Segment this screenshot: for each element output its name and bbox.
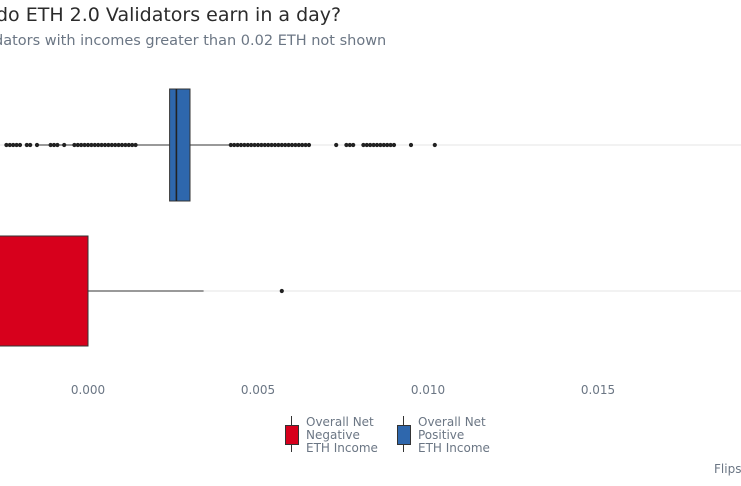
outlier-positive-20 [99, 142, 104, 148]
outlier-positive-22 [106, 142, 111, 148]
outlier-positive-2 [11, 142, 16, 148]
outlier-positive-49 [289, 142, 295, 148]
outlier-positive-21 [102, 142, 108, 148]
outlier-positive-27 [123, 142, 128, 148]
outlier-positive-25 [116, 142, 121, 148]
outlier-positive-4 [17, 142, 23, 148]
outlier-positive-68 [391, 142, 397, 148]
legend-label-negative: Overall Net Negative ETH Income [306, 415, 378, 455]
legend: Overall Net Negative ETH Income Overall … [284, 416, 498, 455]
outlier-positive-57 [347, 142, 352, 148]
outlier-positive-31 [228, 142, 233, 148]
outlier-positive-60 [364, 142, 369, 148]
outlier-positive-23 [109, 142, 114, 148]
outlier-positive-48 [286, 142, 291, 148]
outlier-positive-55 [334, 142, 339, 148]
outlier-positive-38 [252, 142, 257, 148]
outlier-positive-43 [269, 142, 274, 148]
chart-caption: Flips [714, 462, 741, 476]
outlier-positive-51 [296, 142, 301, 148]
outlier-positive-11 [62, 142, 67, 148]
x-tick-label-1: 0.005 [241, 383, 275, 397]
outlier-positive-42 [266, 142, 271, 148]
outlier-positive-44 [272, 142, 278, 148]
legend-key-negative [284, 416, 300, 452]
outlier-positive-7 [34, 142, 40, 148]
outlier-positive-66 [385, 142, 390, 148]
outlier-positive-18 [92, 142, 97, 148]
outlier-positive-32 [232, 142, 237, 148]
outlier-positive-1 [7, 142, 12, 148]
outlier-positive-19 [96, 142, 101, 148]
outlier-positive-61 [368, 142, 373, 148]
outlier-positive-6 [28, 142, 33, 148]
outlier-positive-45 [276, 142, 281, 148]
outlier-positive-9 [51, 142, 57, 148]
outlier-positive-17 [89, 142, 94, 148]
outlier-positive-62 [371, 142, 376, 148]
outlier-positive-53 [303, 142, 308, 148]
outlier-positive-56 [344, 142, 349, 148]
outlier-positive-46 [279, 142, 284, 148]
x-tick-label-0: 0.000 [71, 383, 105, 397]
outlier-positive-41 [262, 142, 267, 148]
x-tick-label-2: 0.010 [411, 383, 445, 397]
outlier-positive-10 [55, 142, 60, 148]
outlier-positive-24 [113, 142, 118, 148]
outlier-positive-16 [85, 142, 91, 148]
outlier-positive-3 [14, 142, 19, 148]
outlier-positive-12 [72, 142, 77, 148]
legend-label-positive: Overall Net Positive ETH Income [418, 415, 490, 455]
outlier-positive-29 [130, 142, 135, 148]
outlier-positive-47 [283, 142, 288, 148]
box-negative [0, 235, 89, 347]
outlier-negative-0 [279, 288, 284, 294]
x-tick-label-3: 0.015 [581, 383, 615, 397]
outlier-positive-34 [238, 142, 244, 148]
outlier-positive-65 [381, 142, 386, 148]
outlier-positive-8 [48, 142, 53, 148]
outlier-positive-26 [119, 142, 125, 148]
outlier-positive-13 [75, 142, 80, 148]
outlier-positive-36 [245, 142, 250, 148]
outlier-positive-30 [133, 142, 138, 148]
outlier-positive-70 [432, 142, 437, 148]
outlier-positive-15 [82, 142, 87, 148]
outlier-positive-5 [24, 142, 29, 148]
outlier-positive-37 [249, 142, 254, 148]
outlier-positive-28 [126, 142, 131, 148]
box-positive [169, 88, 191, 202]
outlier-positive-59 [361, 142, 366, 148]
outlier-positive-35 [242, 142, 247, 148]
outlier-positive-64 [378, 142, 383, 148]
legend-key-positive [396, 416, 412, 452]
outlier-positive-0 [4, 142, 9, 148]
chart-title: do ETH 2.0 Validators earn in a day? [0, 4, 342, 26]
outlier-positive-52 [300, 142, 305, 148]
legend-item-negative: Overall Net Negative ETH Income [284, 416, 386, 455]
outlier-positive-69 [408, 142, 414, 148]
outlier-positive-14 [79, 142, 84, 148]
outlier-positive-58 [351, 142, 356, 148]
outlier-positive-54 [306, 142, 312, 148]
legend-item-positive: Overall Net Positive ETH Income [396, 416, 498, 455]
chart-subtitle: dators with incomes greater than 0.02 ET… [0, 33, 387, 49]
outlier-positive-40 [259, 142, 264, 148]
outlier-positive-63 [374, 142, 380, 148]
outlier-positive-33 [235, 142, 240, 148]
outlier-positive-39 [255, 142, 261, 148]
outlier-positive-50 [293, 142, 298, 148]
outlier-positive-67 [388, 142, 393, 148]
